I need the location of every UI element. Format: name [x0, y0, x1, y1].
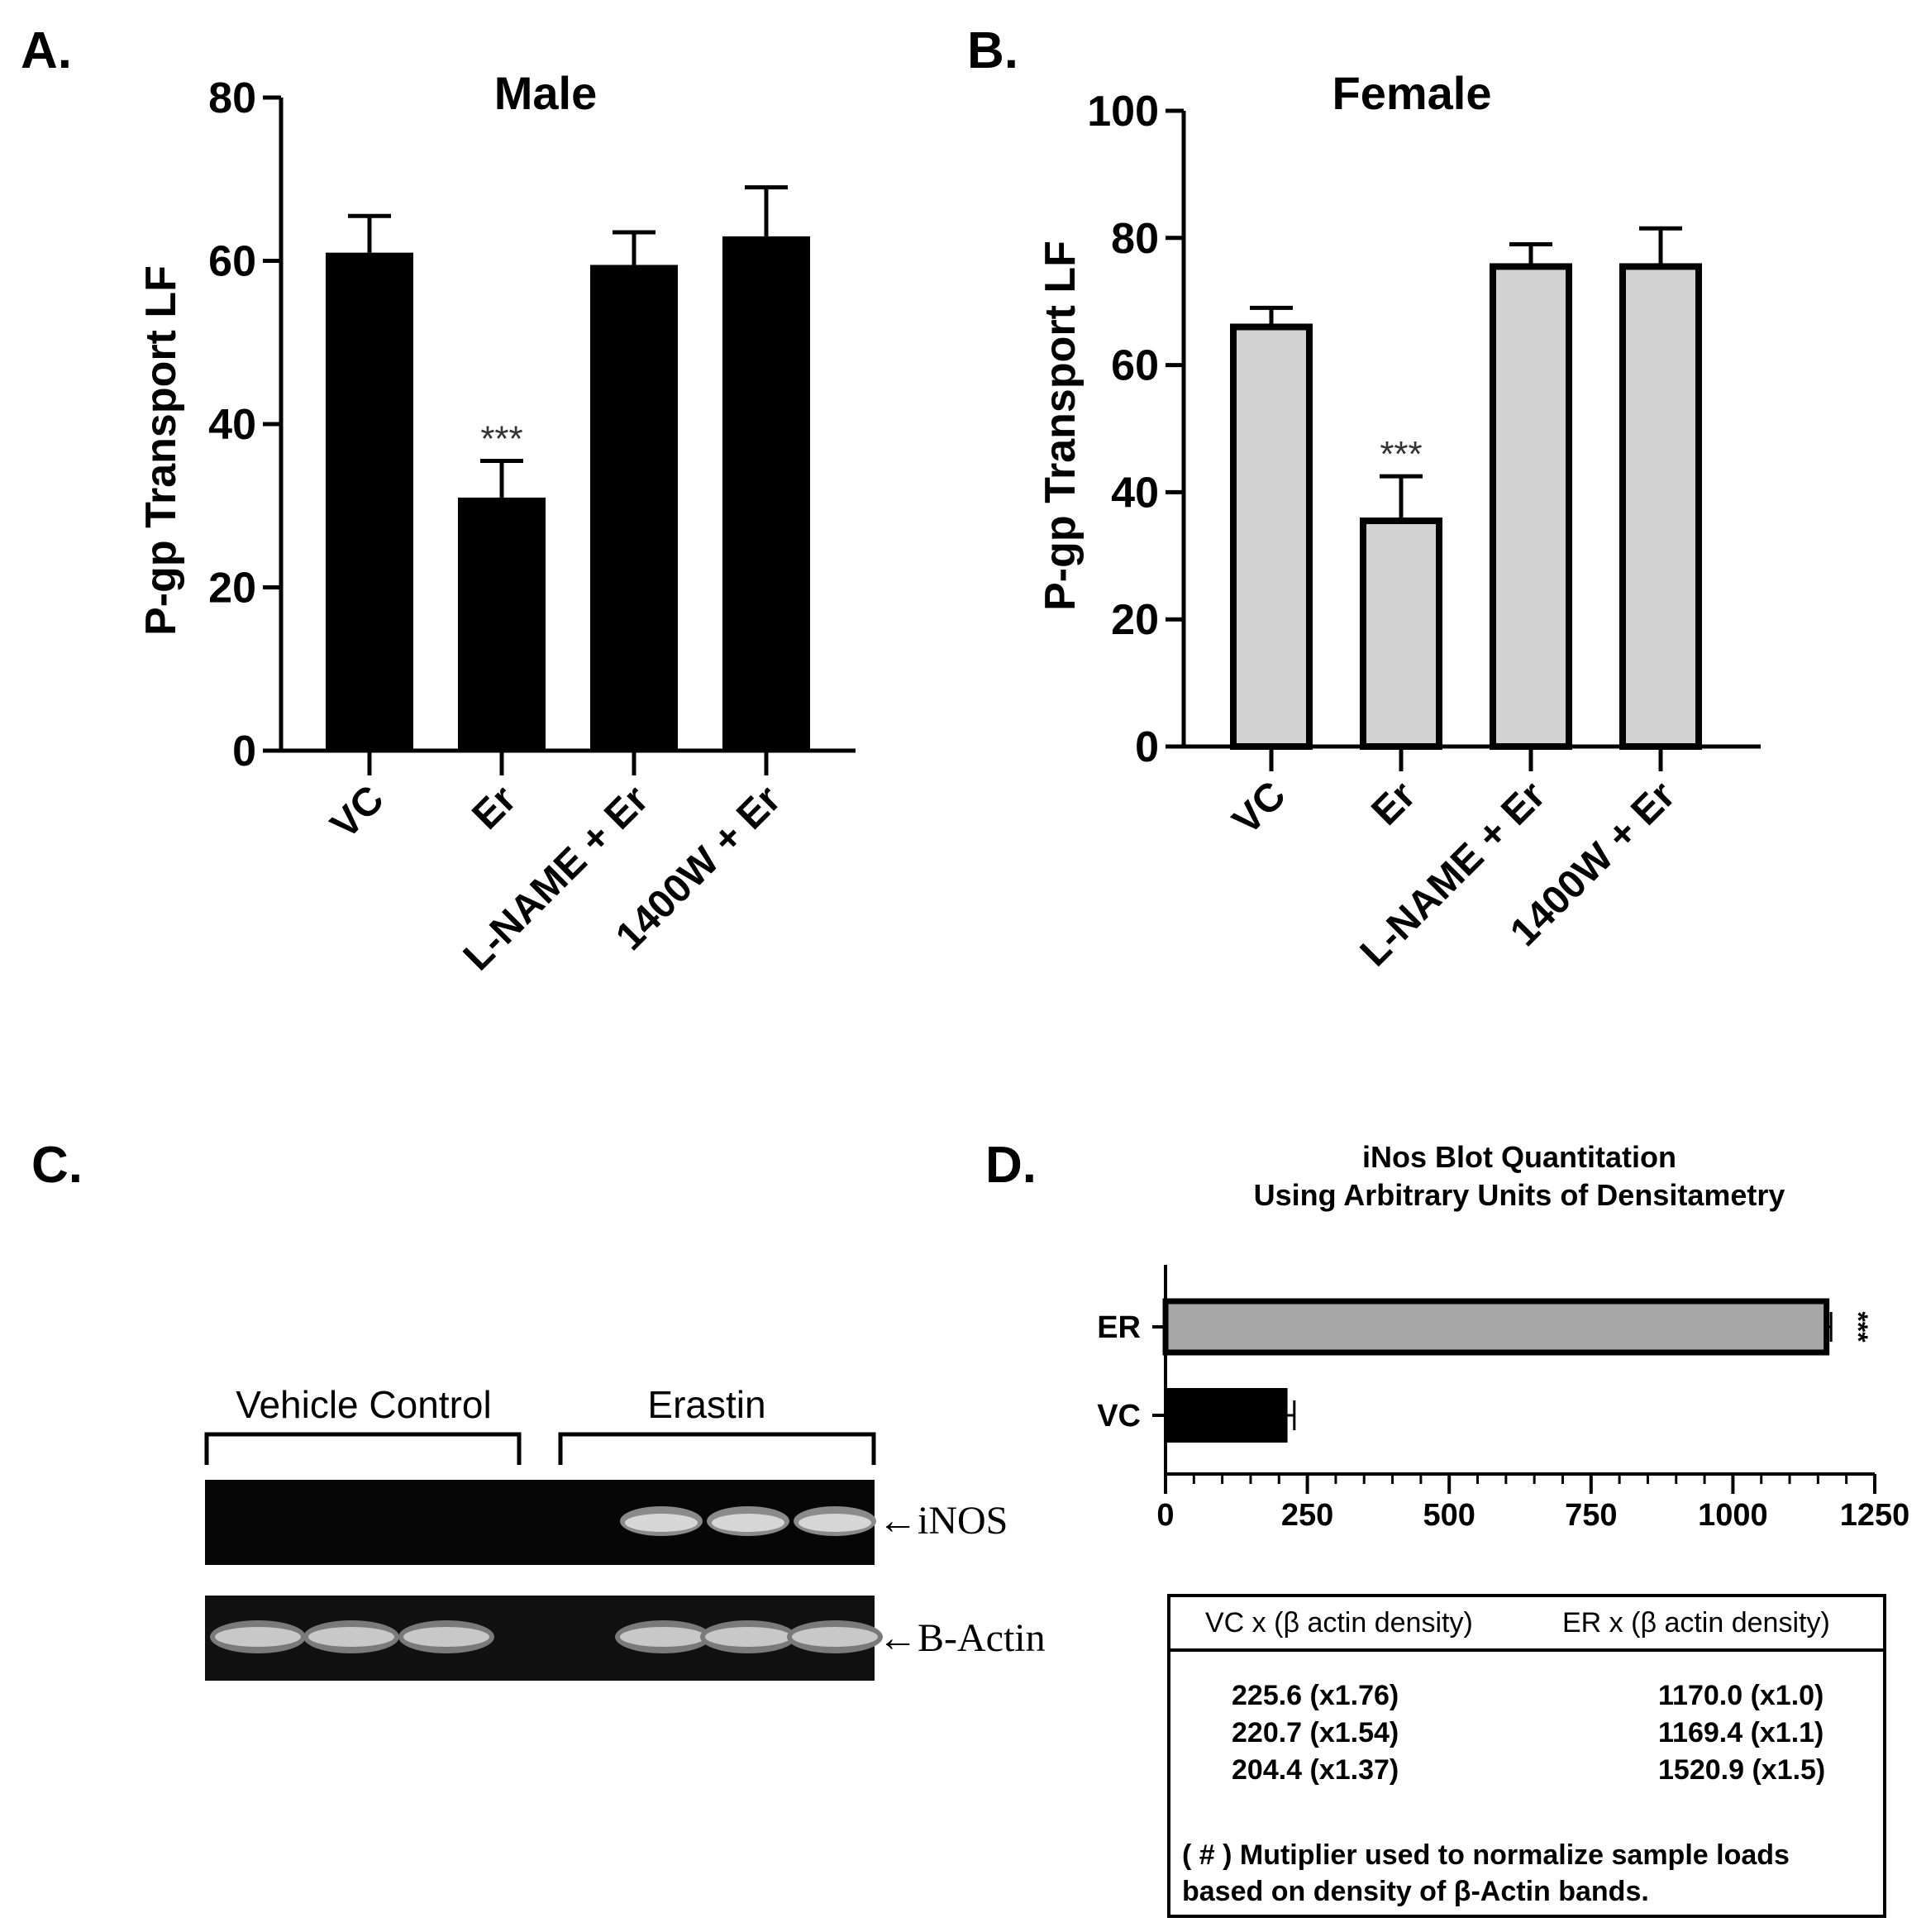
table-cell: 1169.4 (x1.1) [1658, 1717, 1824, 1748]
chart-d-subtitle: Using Arbitrary Units of Densitametry [1254, 1178, 1785, 1212]
table-cell: 225.6 (x1.76) [1232, 1680, 1399, 1711]
table-header: VC x (β actin density) ER x (β actin den… [1170, 1597, 1883, 1652]
chart-a-title: Male [494, 67, 598, 119]
table-cell: 204.4 (x1.37) [1232, 1754, 1399, 1786]
panel-letter-d: D. [985, 1137, 1037, 1194]
chart-b-ylabel: P-gp Transport LF [1037, 241, 1085, 611]
significance-marker: *** [1380, 434, 1422, 475]
table-cell: 1170.0 (x1.0) [1658, 1680, 1824, 1711]
y-tick-label: 60 [208, 238, 256, 286]
bar-er [458, 497, 546, 751]
bar-vc [1230, 323, 1313, 750]
chart-d-title: iNos Blot Quantitation [1362, 1140, 1676, 1174]
x-tick-label: 1000 [1698, 1498, 1768, 1533]
x-tick-label: 0 [1156, 1498, 1174, 1533]
male-bar-chart: Male P-gp Transport LF 020406080VC***ErL… [137, 67, 856, 979]
table-cell: 220.7 (x1.54) [1232, 1717, 1399, 1748]
x-tick-label: 500 [1423, 1498, 1475, 1533]
western-blot: Vehicle Control Erastin ←iNOS ←Β-Actin [204, 1383, 1046, 1681]
inos-quantitation-chart: iNos Blot Quantitation Using Arbitrary U… [1097, 1140, 1909, 1533]
inos-band [712, 1514, 784, 1532]
x-tick-label: VC [1224, 773, 1294, 843]
actin-arrow: ←Β-Actin [878, 1616, 1046, 1660]
x-tick-label: Er [1363, 773, 1423, 833]
y-tick-label: 20 [1111, 596, 1159, 644]
bar-er [1162, 1298, 1830, 1356]
bar-1400w-er [1619, 263, 1702, 750]
y-tick-label: ER [1097, 1310, 1141, 1345]
bar-1400w-er [722, 236, 810, 751]
table-header-er: ER x (β actin density) [1562, 1607, 1830, 1639]
y-tick-label: 0 [1135, 723, 1159, 771]
x-tick-label: 250 [1281, 1498, 1333, 1533]
significance-marker: *** [480, 418, 522, 459]
x-tick-label: 750 [1565, 1498, 1617, 1533]
table-cell: 1520.9 (x1.5) [1658, 1754, 1826, 1786]
chart-b-title: Female [1332, 67, 1492, 119]
y-tick-label: 40 [208, 401, 256, 449]
bar-l-name-er [1490, 263, 1572, 750]
bar-er [1360, 518, 1442, 750]
y-tick-label: 100 [1087, 88, 1159, 136]
actin-band [215, 1627, 301, 1647]
y-tick-label: VC [1097, 1399, 1141, 1433]
actin-band [792, 1627, 878, 1647]
chart-a-ylabel: P-gp Transport LF [137, 265, 185, 636]
x-tick-label: Er [464, 777, 524, 837]
actin-band [705, 1627, 791, 1647]
panel-letter-b: B. [967, 22, 1018, 79]
bar-vc [1166, 1388, 1288, 1443]
bracket-erastin [558, 1432, 876, 1465]
table-footnote: ( # ) Mutiplier used to normalize sample… [1182, 1839, 1790, 1907]
inos-band [799, 1514, 871, 1532]
inos-arrow: ←iNOS [878, 1499, 1008, 1543]
actin-band [620, 1627, 706, 1647]
bar-vc [326, 252, 413, 751]
panel-letter-c: C. [31, 1137, 83, 1194]
actin-band [308, 1627, 394, 1647]
y-tick-label: 40 [1111, 469, 1159, 517]
y-tick-label: 60 [1111, 342, 1159, 390]
female-bar-chart: Female P-gp Transport LF 0 20 40 60 80 100 VC *… [1037, 67, 1761, 975]
y-tick-label: 0 [232, 727, 256, 775]
x-tick-label: 1250 [1840, 1498, 1910, 1533]
panel-letter-a: A. [21, 22, 72, 79]
blot-bands [210, 1506, 883, 1653]
actin-band [403, 1627, 489, 1647]
y-tick-label: 20 [208, 565, 256, 613]
blot-group-label-vehicle: Vehicle Control [236, 1383, 491, 1426]
bar-l-name-er [590, 265, 678, 751]
blot-group-label-erastin: Erastin [647, 1383, 765, 1426]
x-tick-label: VC [322, 777, 393, 847]
y-tick-label: 80 [208, 74, 256, 122]
y-tick-label: 80 [1111, 215, 1159, 263]
inos-band [625, 1514, 698, 1532]
significance-marker: *** [1843, 1311, 1873, 1343]
densitometry-table: VC x (β actin density) ER x (β actin den… [1167, 1594, 1886, 1918]
table-header-vc: VC x (β actin density) [1205, 1607, 1473, 1639]
bracket-vehicle [204, 1432, 522, 1465]
